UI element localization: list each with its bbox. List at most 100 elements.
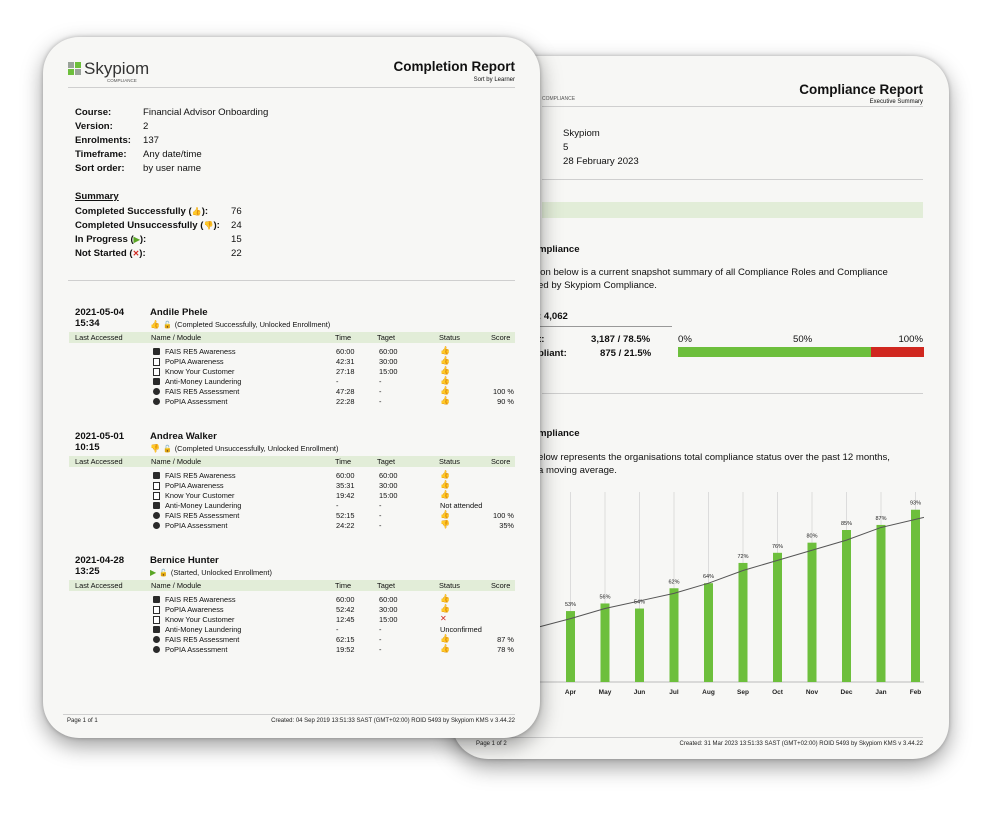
- learner-date: 2021-04-28: [75, 555, 125, 566]
- module-table-header: Last Accessed Name / Module Time Taget Statu…: [69, 456, 515, 467]
- summary-row-label: Completed Successfully (👍):: [75, 206, 208, 217]
- learner-status-icon: 👍: [150, 320, 160, 329]
- module-name: FAIS RE5 Awareness: [165, 471, 236, 480]
- status-thumbs-up-icon: 👍: [440, 366, 450, 375]
- module-target: -: [379, 635, 382, 644]
- summary-status-icon: 👎: [203, 221, 214, 230]
- module-score: 87 %: [497, 635, 514, 644]
- module-target: 30:00: [379, 605, 398, 614]
- bar-sep: [738, 562, 748, 682]
- module-target: -: [379, 377, 382, 386]
- bar-jan: [876, 524, 886, 682]
- module-target: -: [379, 511, 382, 520]
- summary-label-close: ):: [139, 234, 147, 245]
- learner-time: 13:25: [75, 566, 100, 577]
- summary-row-label: Completed Unsuccessfully (👎):: [75, 220, 220, 231]
- compliance-progress-fill: [678, 347, 872, 357]
- x-tick-label: Sep: [737, 689, 749, 696]
- module-status-text: Unconfirmed: [440, 625, 482, 634]
- x-tick-label: Jun: [634, 689, 646, 696]
- module-time: 27:18: [336, 367, 355, 376]
- column-status: Status: [439, 457, 460, 466]
- module-name: PoPIA Awareness: [165, 605, 224, 614]
- column-score: Score: [491, 581, 511, 590]
- summary-row-value: 22: [231, 248, 242, 259]
- module-name: FAIS RE5 Awareness: [165, 347, 236, 356]
- status-thumbs-up-icon: 👍: [440, 386, 450, 395]
- summary-label-close: ):: [139, 248, 146, 259]
- bar-value-label: 54%: [634, 600, 645, 606]
- module-score: 90 %: [497, 397, 514, 406]
- learner-name: Andrea Walker: [150, 431, 217, 442]
- module-name: FAIS RE5 Assessment: [165, 511, 240, 520]
- compliant-label: t:: [538, 334, 545, 345]
- bar-value-label: 80%: [806, 534, 817, 540]
- status-thumbs-up-icon: 👍: [440, 594, 450, 603]
- section2-heading: mpliance: [538, 428, 580, 439]
- learner-status-icon: 👎: [150, 444, 160, 453]
- module-target: 60:00: [379, 595, 398, 604]
- bar-aug: [704, 583, 713, 682]
- unlock-icon: 🔓: [162, 446, 172, 453]
- module-target: 15:00: [379, 615, 398, 624]
- summary-heading: Summary: [75, 191, 119, 202]
- column-name: Name / Module: [151, 457, 202, 466]
- status-thumbs-up-icon: 👍: [440, 470, 450, 479]
- x-tick-label: Aug: [702, 689, 715, 696]
- summary-status-icon: 👍: [191, 207, 202, 216]
- module-time: 62:15: [336, 635, 355, 644]
- module-target: 15:00: [379, 491, 398, 500]
- info-enrolments-label: Enrolments:: [75, 135, 131, 146]
- module-target: 60:00: [379, 347, 398, 356]
- summary-row-label: Not Started (✕):: [75, 248, 146, 259]
- section-band: [542, 202, 923, 218]
- summary-status-icon: ✕: [132, 249, 140, 258]
- summary-row-label: In Progress (▶):: [75, 234, 146, 245]
- module-time: 22:28: [336, 397, 355, 406]
- column-status: Status: [439, 581, 460, 590]
- learner-name: Bernice Hunter: [150, 555, 219, 566]
- column-last: Last Accessed: [75, 581, 123, 590]
- learner-status-line: 👍 🔓 (Completed Successfully, Unlocked Enro…: [150, 320, 330, 329]
- module-quiz-icon: [153, 512, 160, 519]
- summary-row-value: 76: [231, 206, 242, 217]
- section1-text-line1: ion below is a current snapshot summary …: [538, 267, 888, 278]
- info-timeframe-value: Any date/time: [143, 149, 202, 160]
- column-last: Last Accessed: [75, 457, 123, 466]
- learner-date: 2021-05-04: [75, 307, 125, 318]
- module-module-icon: [153, 626, 160, 633]
- module-doc-icon: [153, 492, 160, 500]
- bar-apr: [566, 611, 575, 682]
- module-name: PoPIA Awareness: [165, 357, 224, 366]
- column-time: Time: [335, 333, 352, 342]
- report-title: Compliance Report: [799, 82, 923, 97]
- learner-status-line: 👎 🔓 (Completed Unsuccessfully, Unlocked En…: [150, 444, 338, 453]
- section2-text-line1: elow represents the organisations total …: [538, 452, 890, 463]
- status-thumbs-up-icon: 👍: [440, 510, 450, 519]
- column-score: Score: [491, 333, 511, 342]
- bar-value-label: 72%: [737, 554, 748, 560]
- module-time: 47:28: [336, 387, 355, 396]
- status-thumbs-down-icon: 👎: [440, 520, 450, 529]
- module-time: 42:31: [336, 357, 355, 366]
- module-doc-icon: [153, 482, 160, 490]
- module-target: 30:00: [379, 481, 398, 490]
- report-title: Completion Report: [393, 59, 516, 74]
- module-time: -: [336, 377, 339, 386]
- module-time: 60:00: [336, 471, 355, 480]
- module-target: -: [379, 521, 382, 530]
- compliance-progress-bar: [678, 347, 924, 357]
- module-video-icon: [153, 472, 160, 479]
- status-thumbs-up-icon: 👍: [440, 376, 450, 385]
- info-version-label: Version:: [75, 121, 113, 132]
- status-thumbs-up-icon: 👍: [440, 490, 450, 499]
- info-divider: [542, 179, 923, 180]
- module-doc-icon: [153, 358, 160, 366]
- info-company: Skypiom: [563, 128, 600, 139]
- bar-value-label: 85%: [841, 521, 852, 527]
- module-target: -: [379, 501, 382, 510]
- bar-value-label: 53%: [565, 602, 576, 608]
- logo-text: Skypiom: [84, 59, 150, 78]
- module-name: PoPIA Awareness: [165, 481, 224, 490]
- module-name: FAIS RE5 Assessment: [165, 387, 240, 396]
